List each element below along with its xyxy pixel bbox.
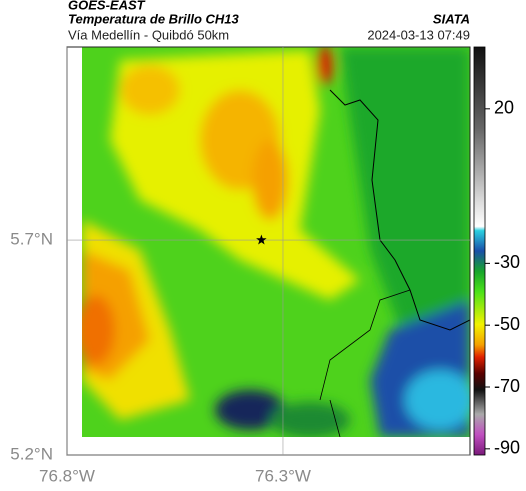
y-tick-label: 5.2°N [10,444,53,463]
location-marker [256,234,267,245]
title: GOES-EAST [68,0,146,12]
region: Vía Medellín - Quibdó 50km [68,27,229,42]
x-tick-label: 76.3°W [255,466,311,485]
colorbar [473,46,486,456]
colorbar-tick-label: -70 [494,376,520,396]
colorbar-tick-label: 20 [494,98,514,118]
subtitle: Temperatura de Brillo CH13 [68,11,240,26]
colorbar-tick-label: -90 [494,438,520,458]
y-tick-label: 5.7°N [10,230,53,249]
timestamp: 2024-03-13 07:49 [367,27,470,42]
colorbar-tick-label: -50 [494,314,520,334]
x-tick-label: 76.8°W [39,466,95,485]
colorbar-tick-label: -30 [494,252,520,272]
source: SIATA [433,11,470,26]
brightness-field [82,47,470,437]
